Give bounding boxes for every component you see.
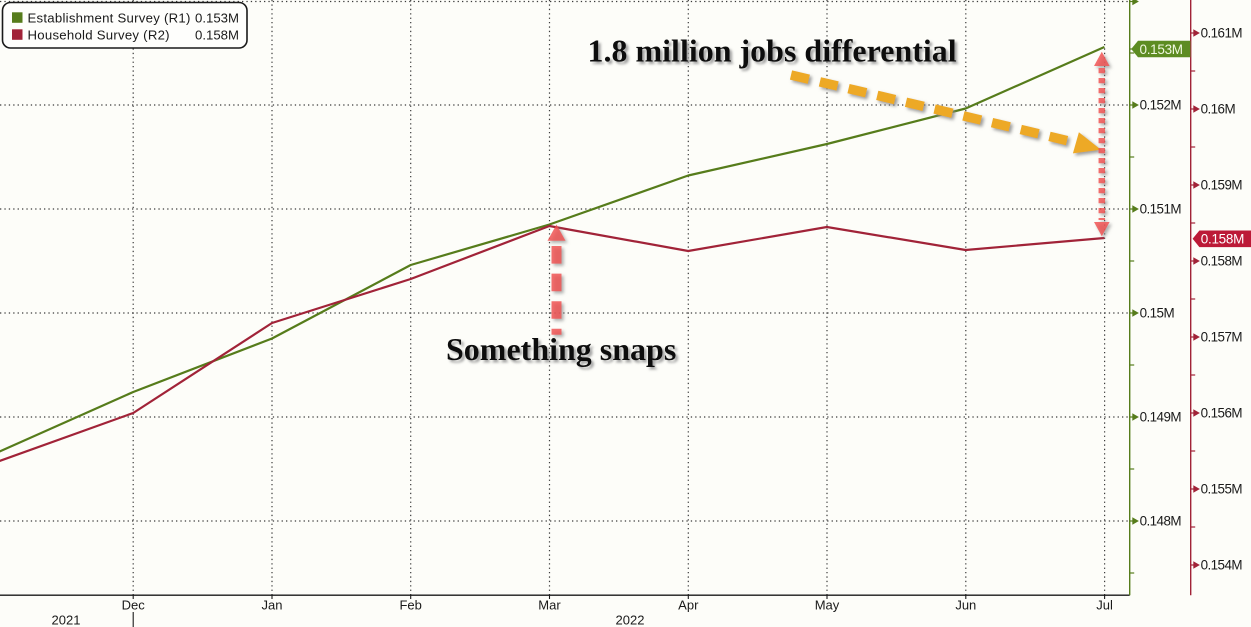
svg-text:0.153M: 0.153M bbox=[1140, 42, 1183, 57]
svg-text:Feb: Feb bbox=[399, 598, 421, 613]
svg-text:2021: 2021 bbox=[52, 613, 81, 627]
svg-text:0.155M: 0.155M bbox=[1201, 482, 1243, 497]
svg-text:0.159M: 0.159M bbox=[1201, 178, 1243, 193]
svg-text:0.158M: 0.158M bbox=[1201, 232, 1244, 247]
svg-text:0.152M: 0.152M bbox=[1140, 98, 1182, 113]
svg-text:0.156M: 0.156M bbox=[1201, 406, 1243, 421]
svg-text:0.153M: 0.153M bbox=[195, 11, 239, 26]
svg-text:0.148M: 0.148M bbox=[1140, 514, 1182, 529]
svg-text:Jul: Jul bbox=[1096, 598, 1113, 613]
svg-text:Household Survey (R2): Household Survey (R2) bbox=[28, 28, 170, 43]
svg-text:0.15M: 0.15M bbox=[1140, 306, 1175, 321]
svg-text:0.16M: 0.16M bbox=[1201, 102, 1236, 117]
svg-text:Apr: Apr bbox=[678, 598, 699, 613]
svg-text:0.154M: 0.154M bbox=[1201, 558, 1243, 573]
svg-text:May: May bbox=[815, 598, 840, 613]
svg-text:2022: 2022 bbox=[616, 613, 645, 627]
svg-text:1.8 million jobs differential: 1.8 million jobs differential bbox=[588, 33, 957, 69]
svg-text:0.149M: 0.149M bbox=[1140, 410, 1182, 425]
svg-text:0.157M: 0.157M bbox=[1201, 330, 1243, 345]
svg-text:Something snaps: Something snaps bbox=[446, 331, 676, 367]
svg-text:0.158M: 0.158M bbox=[195, 28, 239, 43]
svg-text:Dec: Dec bbox=[122, 598, 146, 613]
svg-text:Jun: Jun bbox=[955, 598, 976, 613]
svg-text:0.161M: 0.161M bbox=[1201, 26, 1243, 41]
svg-text:0.151M: 0.151M bbox=[1140, 202, 1182, 217]
svg-text:0.158M: 0.158M bbox=[1201, 254, 1243, 269]
svg-text:Jan: Jan bbox=[262, 598, 283, 613]
svg-text:Mar: Mar bbox=[538, 598, 561, 613]
svg-text:Establishment Survey (R1): Establishment Survey (R1) bbox=[28, 11, 191, 26]
